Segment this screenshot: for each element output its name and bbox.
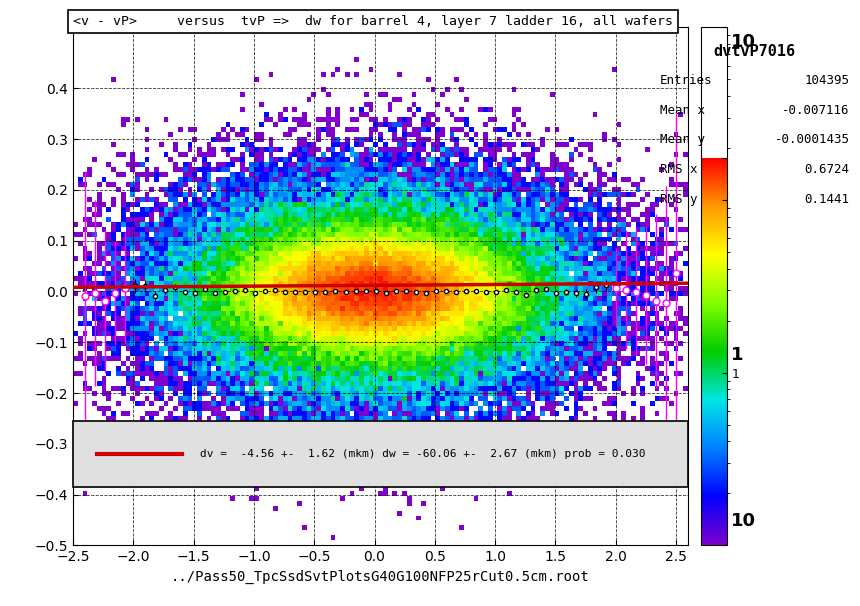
Text: 1: 1 [731,345,744,364]
X-axis label: ../Pass50_TpcSsdSvtPlotsG40G100NFP25rCut0.5cm.root: ../Pass50_TpcSsdSvtPlotsG40G100NFP25rCut… [171,570,590,584]
Text: -0.007116: -0.007116 [782,104,850,117]
Text: 0.6724: 0.6724 [805,163,850,176]
Text: -0.0001435: -0.0001435 [775,133,850,147]
Text: 10: 10 [731,33,756,52]
Bar [73,421,688,487]
Text: RMS y: RMS y [660,193,697,205]
Text: 10: 10 [731,512,756,530]
Text: 0.1441: 0.1441 [805,193,850,205]
Text: dvtvP7016: dvtvP7016 [714,44,796,59]
Text: RMS x: RMS x [660,163,697,176]
Text: dv =  -4.56 +-  1.62 (mkm) dw = -60.06 +-  2.67 (mkm) prob = 0.030: dv = -4.56 +- 1.62 (mkm) dw = -60.06 +- … [200,449,645,459]
Text: Mean x: Mean x [660,104,704,117]
Text: <v - vP>     versus  tvP =>  dw for barrel 4, layer 7 ladder 16, all wafers: <v - vP> versus tvP => dw for barrel 4, … [73,15,673,28]
Text: 104395: 104395 [805,74,850,87]
Text: Entries: Entries [660,74,712,87]
Text: Mean y: Mean y [660,133,704,147]
